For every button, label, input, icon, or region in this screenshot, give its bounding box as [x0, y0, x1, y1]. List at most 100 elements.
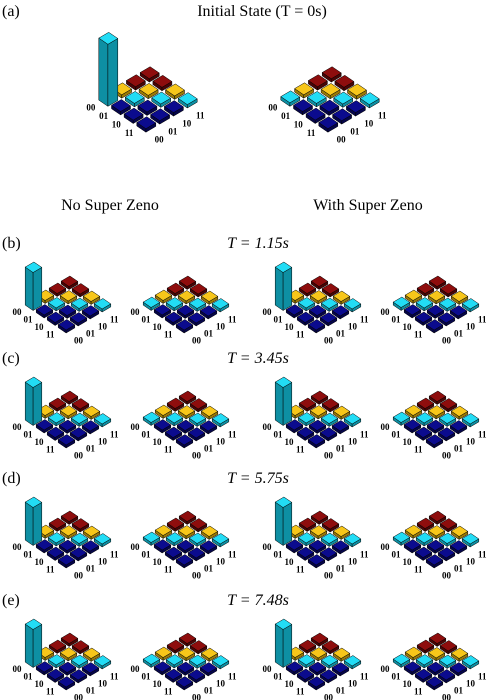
axis-label: 00 [324, 693, 334, 700]
tile-side [274, 501, 284, 546]
tile-top [307, 434, 326, 446]
axis-label: 01 [336, 564, 346, 574]
tile-top [331, 662, 350, 674]
axis-label: 01 [392, 549, 402, 559]
tile-top [153, 304, 172, 316]
panel-title: Initial State (T = 0s) [197, 3, 327, 20]
tile-top [426, 661, 445, 673]
axis-label: 11 [164, 686, 173, 696]
axis-label: 00 [74, 571, 84, 581]
tile-top [309, 647, 328, 659]
axis-label: 01 [24, 549, 34, 559]
tile-top [438, 654, 457, 666]
tile-top [392, 411, 411, 423]
tile-top [154, 289, 173, 301]
tile-top [274, 376, 293, 388]
axis-label: 10 [364, 118, 374, 128]
tile-top [332, 647, 351, 659]
axis-label: 10 [98, 322, 108, 332]
tile-top [82, 525, 101, 537]
axis-label: 01 [454, 564, 464, 574]
tile-top [320, 83, 341, 96]
axis-label: 01 [86, 444, 96, 454]
tile-top [82, 647, 101, 659]
axis-label: 01 [336, 329, 346, 339]
tile-top [47, 412, 66, 424]
tile-top [81, 420, 100, 432]
tile-top [438, 297, 457, 309]
tile-top [166, 397, 185, 409]
tile-top [332, 290, 351, 302]
tile-top [178, 390, 197, 402]
tile-top [426, 419, 445, 431]
tile-top [81, 540, 100, 552]
tile-top [211, 655, 230, 667]
axis-label: 10 [403, 322, 413, 332]
tile-top [461, 533, 480, 545]
axis-label: 10 [98, 557, 108, 567]
tile-top [450, 405, 469, 417]
tile-top [93, 655, 112, 667]
tile-top [274, 496, 293, 508]
tile-top [125, 74, 146, 87]
tile-top [165, 412, 184, 424]
axis-label: 10 [403, 679, 413, 689]
axis-label: 00 [74, 336, 84, 346]
tile-top [164, 546, 183, 558]
axis-label: 11 [110, 430, 119, 440]
tile-top [69, 312, 88, 324]
tile-top [142, 411, 161, 423]
tile-top [427, 290, 446, 302]
tile-top [81, 662, 100, 674]
axis-label: 10 [153, 322, 163, 332]
axis-label: 11 [478, 315, 487, 325]
tile-top [189, 283, 208, 295]
tile-top [47, 297, 66, 309]
axis-label: 10 [403, 557, 413, 567]
tile-top [403, 304, 422, 316]
axis-label: 00 [192, 336, 202, 346]
tile-top [307, 554, 326, 566]
tile-top [437, 427, 456, 439]
tile-top [71, 640, 90, 652]
tile-top [461, 413, 480, 425]
axis-label: 01 [274, 429, 284, 439]
tile-top [175, 434, 194, 446]
tile-top [359, 92, 380, 105]
tile-top [309, 525, 328, 537]
tile-top [427, 647, 446, 659]
axis-label: 00 [268, 102, 278, 112]
axis-label: 01 [86, 564, 96, 574]
axis-label: 00 [13, 664, 23, 674]
axis-label: 10 [466, 437, 476, 447]
tile-top [35, 304, 54, 316]
tile-top [60, 510, 79, 522]
axis-label: 01 [142, 314, 152, 324]
axis-label: 10 [466, 679, 476, 689]
tile-top [392, 296, 411, 308]
panel-label: (d) [2, 470, 21, 487]
tile-top [175, 554, 194, 566]
axis-label: 10 [348, 437, 358, 447]
tile-top [188, 412, 207, 424]
tile-top [297, 532, 316, 544]
axis-label: 11 [46, 564, 55, 574]
tile-top [392, 653, 411, 665]
tile-top [437, 312, 456, 324]
tile-top [296, 426, 315, 438]
tile-top [285, 661, 304, 673]
tile-top [309, 290, 328, 302]
axis-label: 01 [274, 549, 284, 559]
axis-label: 10 [348, 322, 358, 332]
tile-top [306, 91, 327, 104]
axis-label: 01 [204, 686, 214, 696]
tile-top [187, 669, 206, 681]
tile-top [24, 496, 43, 508]
tile-top [416, 282, 435, 294]
axis-label: 01 [142, 549, 152, 559]
tile-side [282, 266, 293, 311]
tile-top [404, 404, 423, 416]
panel-title: T = 3.45s [227, 350, 289, 367]
axis-label: 10 [466, 322, 476, 332]
tile-top [46, 311, 65, 323]
